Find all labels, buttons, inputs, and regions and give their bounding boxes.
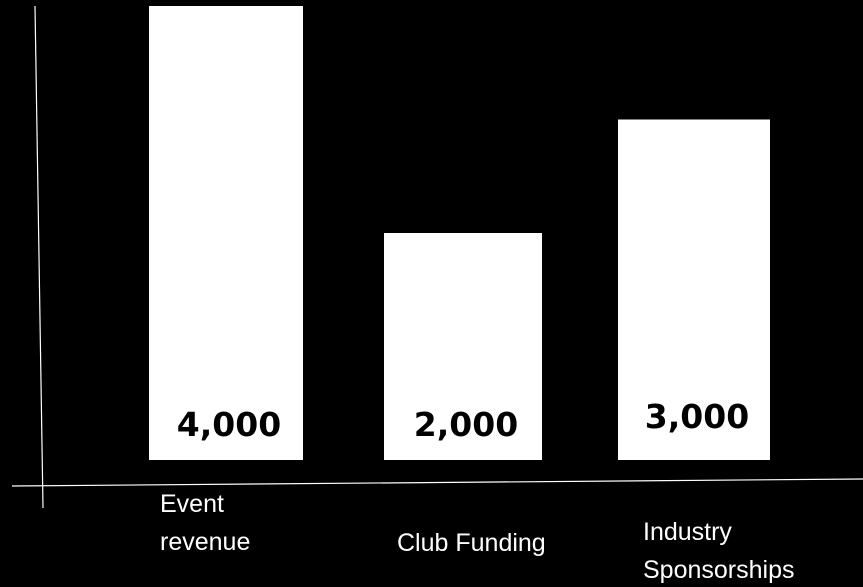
chart-axes — [11, 5, 863, 509]
y-axis-line — [34, 5, 44, 509]
category-label-club-funding-line-1: Club Funding — [397, 529, 546, 557]
bar-club-funding — [384, 233, 542, 460]
chart-bars — [149, 6, 770, 460]
chart-category-labels: Event revenue Club Funding Industry Sponsors… — [160, 490, 794, 584]
bar-event-revenue — [149, 6, 303, 460]
bar-value-label-event-revenue: 4,000 — [177, 405, 281, 444]
category-label-event-revenue-line-1: Event — [160, 490, 224, 518]
bar-value-label-industry-sponsorships: 3,000 — [645, 397, 749, 436]
bar-industry-sponsorships — [618, 119, 770, 460]
bar-value-label-club-funding: 2,000 — [414, 405, 518, 444]
category-label-event-revenue-line-2: revenue — [160, 528, 250, 556]
x-axis-line — [11, 478, 863, 487]
category-label-industry-sponsorships-line-1: Industry — [643, 518, 732, 546]
category-label-industry-sponsorships-line-2: Sponsorships — [643, 556, 794, 584]
chart-value-labels: 4,000 2,000 3,000 — [177, 397, 749, 444]
